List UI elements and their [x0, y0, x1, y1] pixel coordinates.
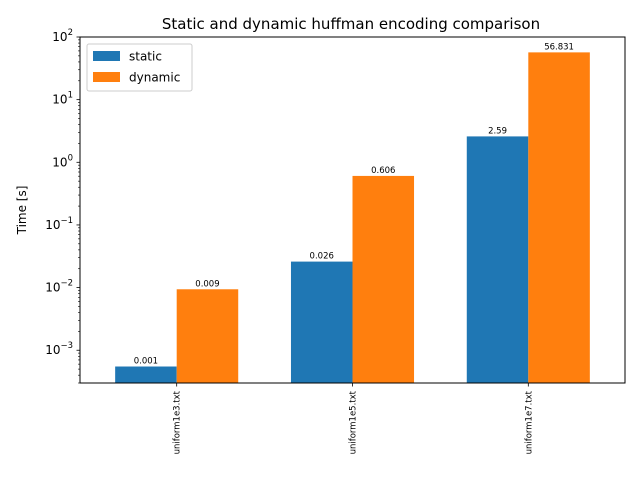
y-tick-label-2: 10−2: [45, 279, 73, 295]
bar-label-dynamic-2: 0.606: [371, 166, 395, 176]
legend-label-static: static: [129, 50, 162, 64]
bar-label-static-3: 2.59: [488, 126, 507, 136]
bar-dynamic-3: [528, 52, 590, 384]
bar-label-static-1: 0.001: [134, 357, 158, 367]
bar-label-static-2: 0.026: [310, 252, 334, 262]
legend-swatch-static: [93, 51, 120, 61]
bar-label-dynamic-3: 56.831: [544, 42, 574, 52]
y-tick-label-6: 102: [52, 28, 73, 44]
y-axis-label: Time [s]: [15, 186, 29, 236]
bar-labels-layer: 0.001 0.026 2.59 0.009 0.606 56.831: [134, 42, 574, 366]
x-tick-label-3: uniform1e7.txt: [524, 390, 534, 454]
x-axis: uniform1e3.txt uniform1e5.txt uniform1e7.t…: [173, 383, 534, 454]
legend-swatch-dynamic: [93, 72, 120, 82]
bar-static-2: [290, 261, 353, 383]
bar-static-1: [115, 366, 177, 383]
bar-label-dynamic-1: 0.009: [195, 279, 219, 289]
y-tick-label-3: 10−1: [45, 216, 73, 232]
chart-title: Static and dynamic huffman encoding comp…: [162, 15, 540, 33]
y-tick-label-4: 100: [52, 153, 73, 169]
y-tick-label-5: 101: [52, 91, 73, 107]
x-tick-label-1: uniform1e3.txt: [173, 390, 183, 454]
bar-dynamic-2: [352, 175, 415, 383]
legend-label-dynamic: dynamic: [129, 71, 180, 85]
y-tick-label-1: 10−3: [45, 341, 73, 357]
y-axis: 10−3 10−2 10−1 100 101 102: [45, 28, 80, 384]
legend: static dynamic: [86, 43, 193, 92]
bar-dynamic-1: [176, 289, 239, 383]
x-tick-label-2: uniform1e5.txt: [349, 390, 359, 454]
bar-static-3: [466, 136, 529, 383]
bars-layer: [115, 52, 590, 384]
